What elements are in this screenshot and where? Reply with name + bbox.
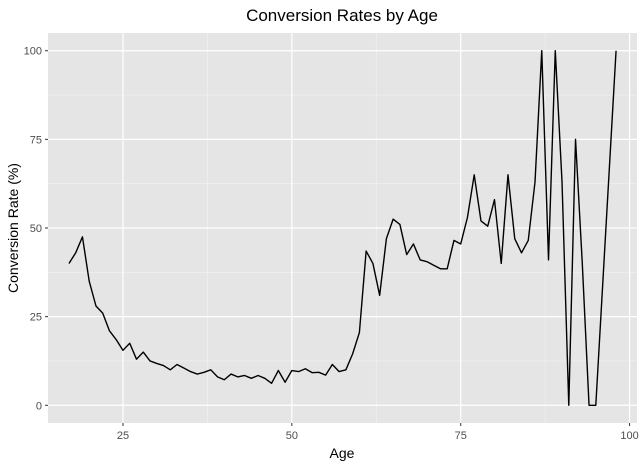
y-axis: 0 25 50 75 100 (24, 46, 48, 412)
y-tick-label: 0 (36, 400, 42, 412)
x-tick-label: 75 (455, 430, 467, 442)
x-tick-label: 50 (286, 430, 298, 442)
y-tick-label: 100 (24, 46, 42, 58)
x-axis: 25 50 75 100 (117, 423, 639, 442)
y-axis-title: Conversion Rate (%) (5, 163, 21, 293)
x-tick-label: 100 (620, 430, 638, 442)
chart-title: Conversion Rates by Age (246, 6, 438, 25)
x-axis-title: Age (330, 445, 355, 461)
x-tick-label: 25 (117, 430, 129, 442)
conversion-rate-line (68, 50, 617, 406)
y-tick-label: 50 (30, 223, 42, 235)
y-tick-label: 75 (30, 134, 42, 146)
y-tick-label: 25 (30, 312, 42, 324)
major-gridlines (48, 33, 637, 423)
